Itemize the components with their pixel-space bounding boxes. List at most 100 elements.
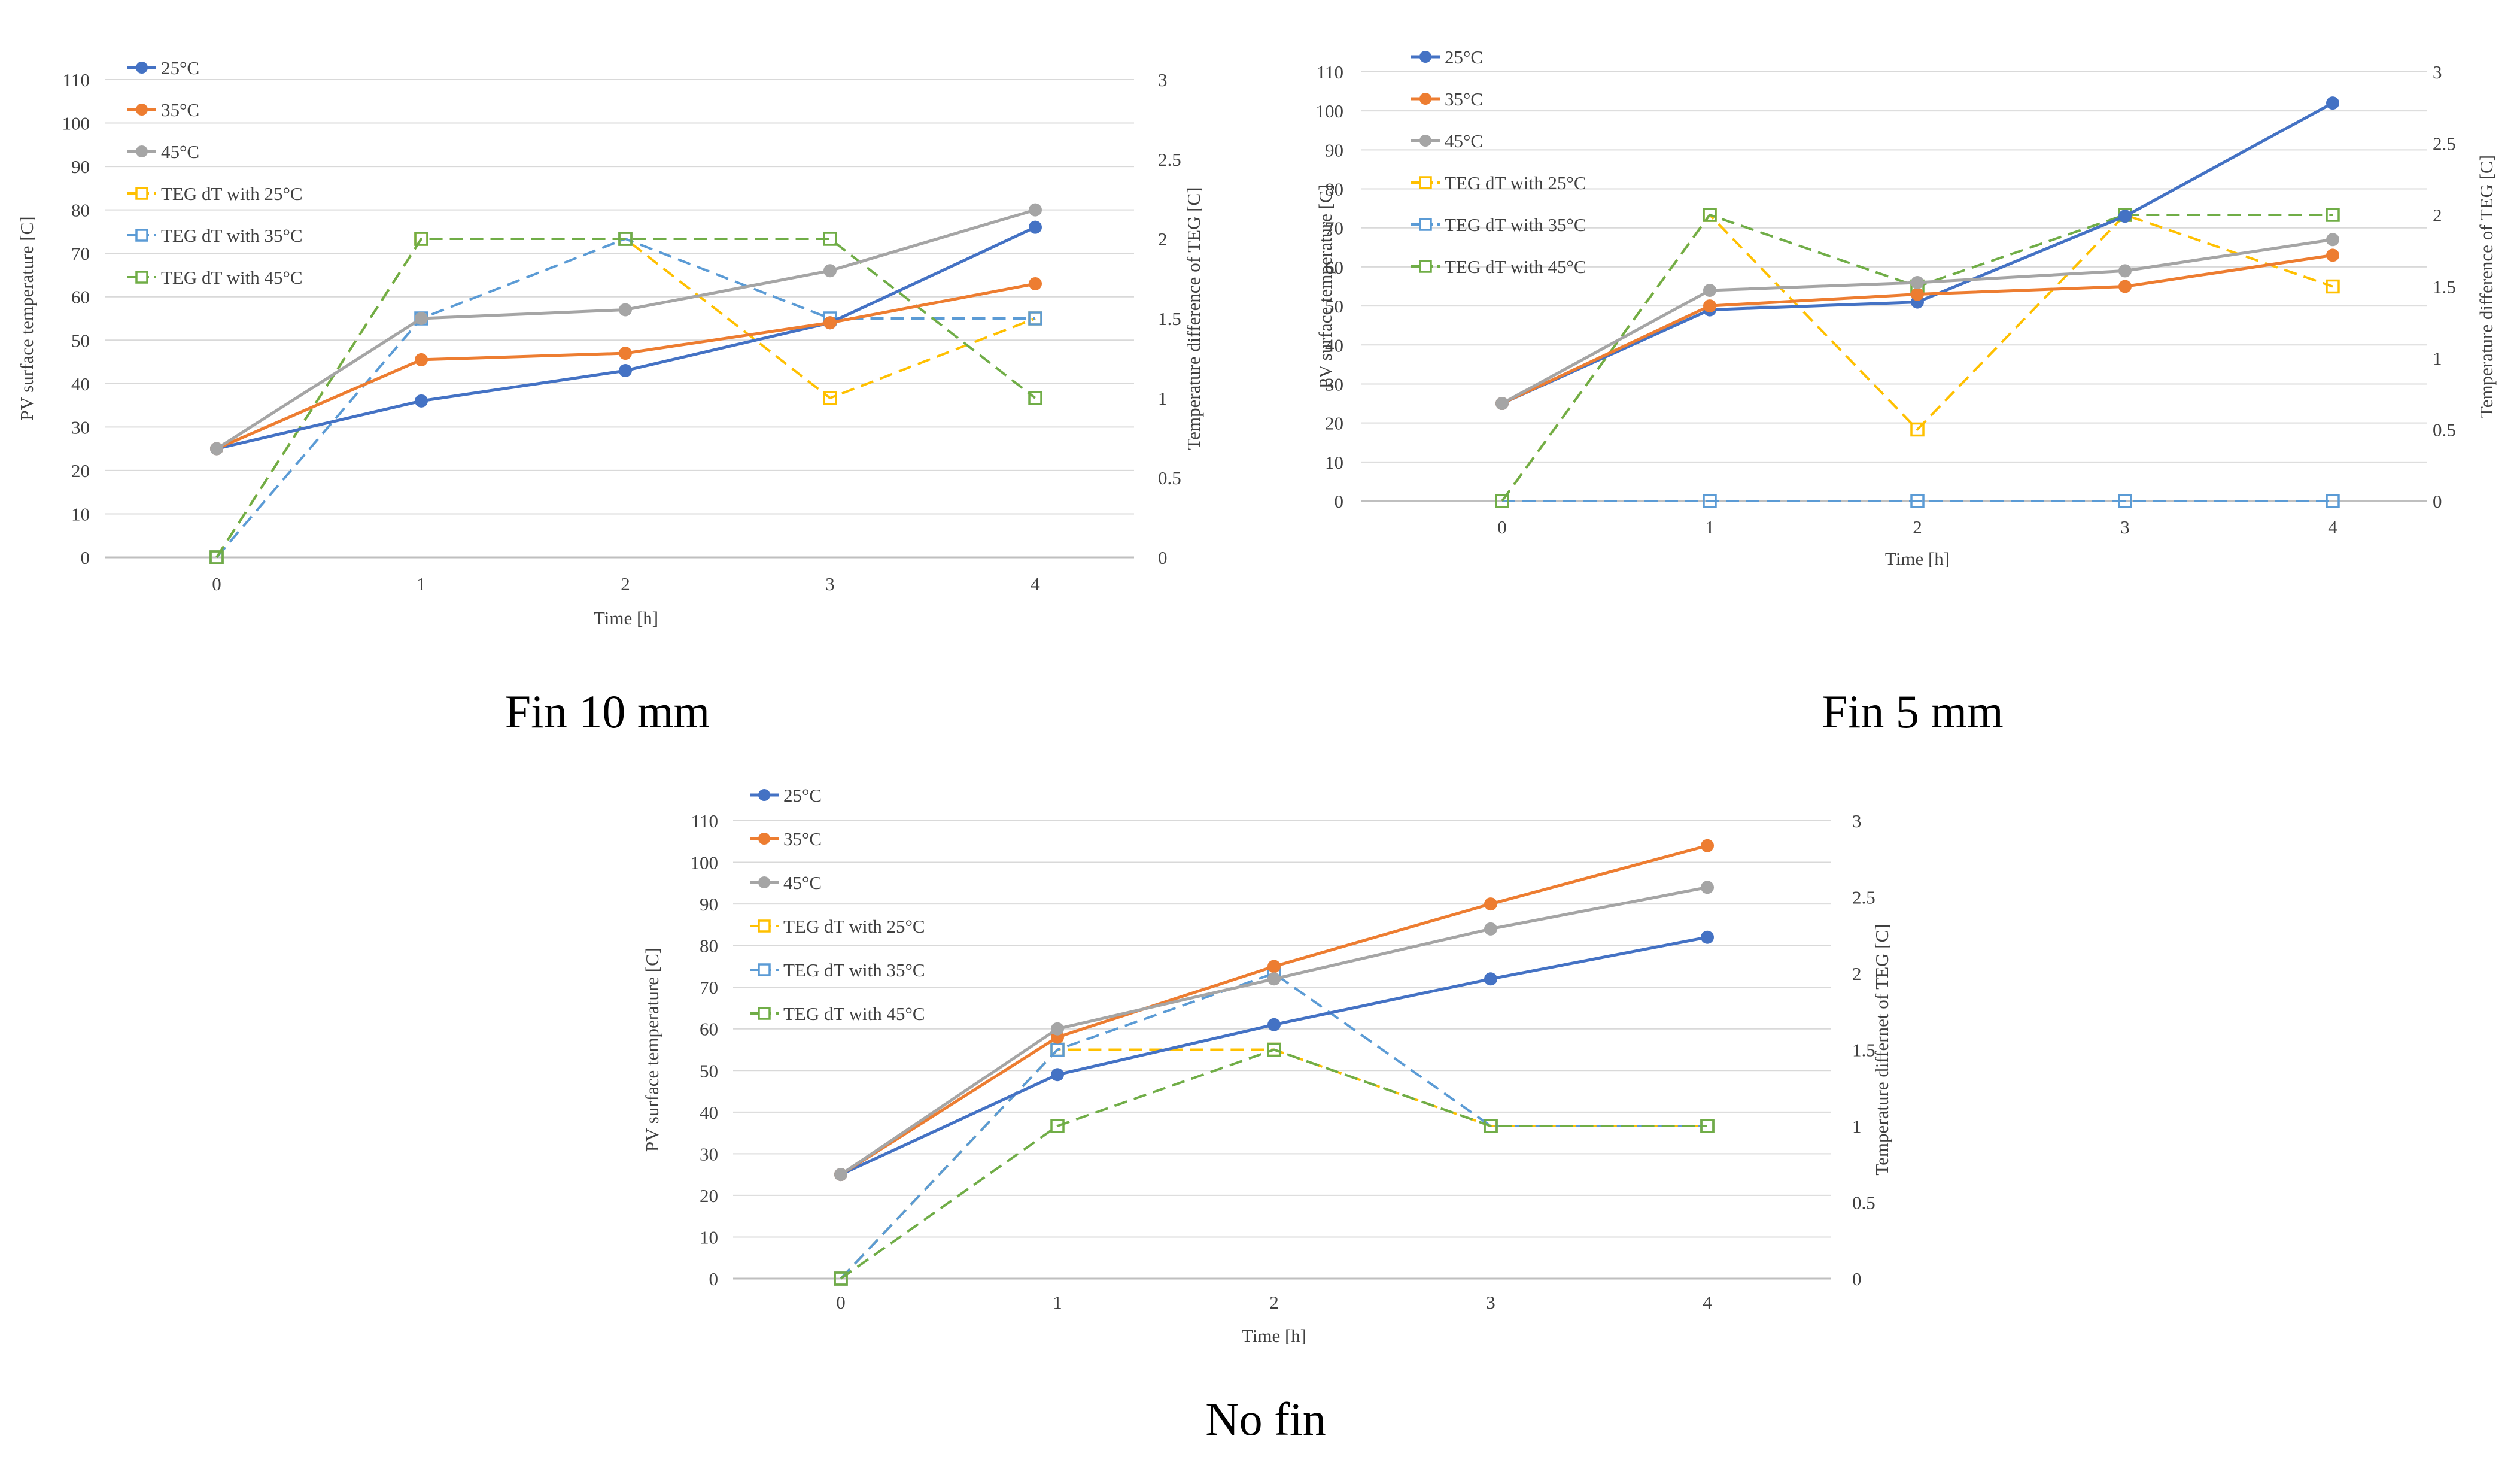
legend-label: TEG dT with 45°C	[1445, 256, 1586, 277]
legend-marker-teg45	[1419, 260, 1432, 273]
x-tick-label: 0	[1497, 517, 1507, 538]
data-point-s35	[1029, 277, 1042, 290]
chart-caption: No fin	[1205, 1393, 1326, 1445]
x-axis-title: Time [h]	[594, 608, 658, 629]
data-point-s25	[2326, 96, 2339, 110]
y-tick-label: 30	[1325, 374, 1343, 394]
x-tick-label: 0	[212, 573, 221, 594]
y-tick-label: 100	[1316, 101, 1344, 122]
y-tick-label: 100	[62, 113, 90, 134]
data-point-s35	[1267, 960, 1281, 973]
legend-label: TEG dT with 45°C	[783, 1003, 925, 1024]
legend-label: TEG dT with 25°C	[783, 916, 925, 937]
y2-tick-label: 1.5	[2433, 277, 2456, 298]
legend-marker-teg25	[1419, 176, 1432, 189]
x-tick-label: 2	[621, 573, 630, 594]
x-tick-label: 1	[1705, 517, 1715, 538]
data-point-s45	[1267, 972, 1281, 986]
data-point-teg45	[834, 1271, 848, 1286]
legend-label: 45°C	[1445, 130, 1483, 151]
y-tick-label: 80	[71, 200, 90, 221]
data-point-teg45	[1484, 1119, 1498, 1133]
y2-tick-label: 2.5	[1852, 887, 1875, 908]
legend-label: 35°C	[1445, 89, 1483, 110]
data-point-s25	[1029, 220, 1042, 234]
y-tick-label: 40	[1325, 335, 1343, 356]
data-point-s35	[619, 347, 632, 360]
data-point-s45	[834, 1168, 847, 1182]
data-point-s45	[1029, 203, 1042, 217]
series-line-teg25	[215, 238, 1036, 559]
y2-tick-label: 0.5	[1852, 1192, 1875, 1213]
x-tick-label: 3	[825, 573, 835, 594]
data-point-teg45	[2326, 208, 2340, 222]
y2-tick-label: 1	[1158, 388, 1168, 409]
data-point-s35	[2326, 248, 2339, 262]
series-line-teg45	[840, 1048, 1707, 1280]
y-tick-label: 0	[709, 1268, 719, 1289]
y-tick-label: 20	[700, 1185, 718, 1206]
legend-label: 25°C	[783, 785, 822, 806]
y-tick-label: 20	[71, 460, 90, 481]
data-point-s35	[415, 353, 428, 366]
x-tick-label: 3	[2120, 517, 2130, 538]
data-point-s45	[2326, 233, 2339, 247]
y2-tick-label: 0	[1158, 547, 1168, 568]
y-axis-title: PV surface temperature [C]	[1315, 184, 1336, 388]
legend-marker-teg25	[135, 187, 148, 200]
data-point-s25	[619, 364, 632, 378]
legend-marker-s35	[1419, 93, 1431, 105]
data-point-s25	[2118, 210, 2132, 223]
y2-tick-label: 1.5	[1852, 1040, 1875, 1061]
y2-tick-label: 0.5	[2433, 420, 2456, 441]
legend-marker-teg45	[758, 1007, 771, 1020]
y-tick-label: 70	[1325, 218, 1343, 239]
series-line-teg35	[215, 238, 1035, 559]
y2-tick-label: 3	[1158, 69, 1168, 90]
legend-label: 25°C	[161, 57, 199, 78]
data-point-teg45	[618, 232, 633, 246]
y-tick-label: 30	[700, 1143, 718, 1164]
data-point-teg45	[209, 550, 224, 564]
x-tick-label: 4	[2328, 517, 2337, 538]
series-line-s45	[1501, 238, 2333, 405]
legend-marker-s45	[758, 876, 770, 888]
y-tick-label: 80	[1325, 179, 1343, 200]
y-tick-label: 110	[63, 69, 90, 90]
x-axis-title: Time [h]	[1242, 1325, 1306, 1346]
data-point-s25	[1267, 1018, 1281, 1031]
data-point-teg25	[823, 391, 837, 405]
legend-label: TEG dT with 35°C	[783, 960, 925, 981]
data-point-s35	[2118, 280, 2132, 293]
legend-marker-teg45	[135, 271, 148, 284]
x-tick-label: 3	[1486, 1292, 1495, 1313]
y2-tick-label: 2.5	[1158, 149, 1181, 170]
chart-caption: Fin 10 mm	[505, 685, 710, 737]
legend-label: 45°C	[783, 872, 822, 893]
y2-tick-label: 1	[2433, 348, 2442, 369]
y-tick-label: 50	[1325, 296, 1343, 317]
x-tick-label: 4	[1703, 1292, 1712, 1313]
data-point-s45	[619, 303, 632, 317]
data-point-s45	[1701, 881, 1714, 894]
legend-marker-s45	[136, 145, 148, 157]
data-point-teg45	[1028, 391, 1042, 405]
data-point-teg25	[1910, 422, 1925, 437]
data-point-s35	[1701, 839, 1714, 852]
data-point-teg45	[823, 232, 837, 246]
legend-marker-teg25	[758, 919, 771, 933]
y-tick-label: 60	[700, 1019, 718, 1040]
legend-marker-s35	[758, 833, 770, 845]
y2-tick-label: 1	[1852, 1116, 1862, 1137]
data-point-teg45	[1050, 1119, 1065, 1133]
legend-label: 45°C	[161, 141, 199, 162]
data-point-s45	[2118, 264, 2132, 278]
y2-tick-label: 2.5	[2433, 133, 2456, 154]
chart-caption: Fin 5 mm	[1822, 685, 2003, 737]
y-tick-label: 80	[700, 936, 718, 957]
legend-label: TEG dT with 25°C	[161, 183, 303, 204]
x-axis-title: Time [h]	[1885, 548, 1950, 569]
data-point-teg45	[1267, 1042, 1281, 1057]
data-point-teg35	[2326, 494, 2340, 508]
y-tick-label: 10	[1325, 452, 1343, 473]
